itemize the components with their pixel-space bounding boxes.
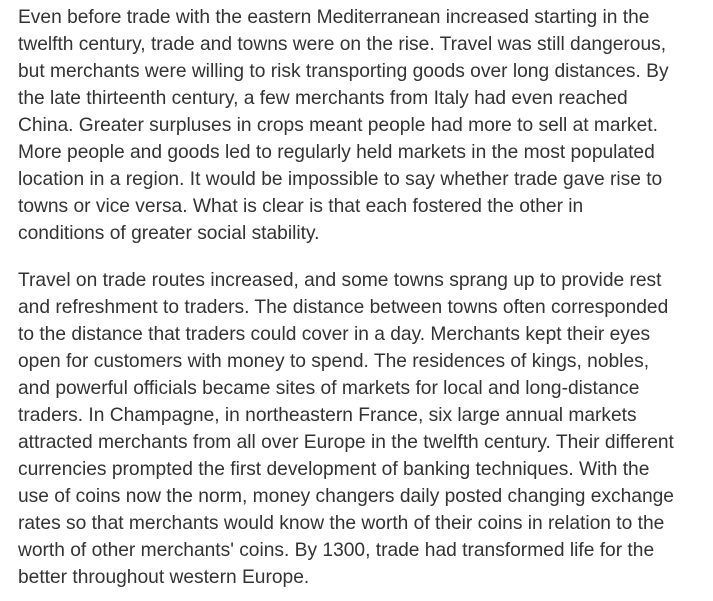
text-line: Travel on trade routes increased, and so… <box>18 270 662 291</box>
text-line: rates so that merchants would know the w… <box>18 513 665 534</box>
text-line: attracted merchants from all over Europe… <box>18 432 674 453</box>
text-line: the late thirteenth century, a few merch… <box>18 88 628 109</box>
text-line: conditions of greater social stability. <box>18 223 320 244</box>
text-line: use of coins now the norm, money changer… <box>18 486 674 507</box>
text-line: China. Greater surpluses in crops meant … <box>18 115 658 136</box>
text-line: towns or vice versa. What is clear is th… <box>18 196 584 217</box>
text-line: and powerful officials became sites of m… <box>18 378 640 399</box>
text-line: but merchants were willing to risk trans… <box>18 61 669 82</box>
text-line: open for customers with money to spend. … <box>18 351 650 372</box>
text-line: location in a region. It would be imposs… <box>18 169 663 190</box>
text-line: More people and goods led to regularly h… <box>18 142 655 163</box>
text-line: better throughout western Europe. <box>18 567 310 588</box>
text-line: currencies prompted the first developmen… <box>18 459 650 480</box>
text-line: to the distance that traders could cover… <box>18 324 651 345</box>
text-line: traders. In Champagne, in northeastern F… <box>18 405 637 426</box>
paragraph-trade-and-towns: Even before trade with the eastern Medit… <box>18 4 704 247</box>
text-line: worth of other merchants' coins. By 1300… <box>18 540 655 561</box>
article-body: Even before trade with the eastern Medit… <box>18 4 704 591</box>
text-line: twelfth century, trade and towns were on… <box>18 34 667 55</box>
text-line: and refreshment to traders. The distance… <box>18 297 669 318</box>
paragraph-trade-routes: Travel on trade routes increased, and so… <box>18 267 704 591</box>
text-line: Even before trade with the eastern Medit… <box>18 7 650 28</box>
